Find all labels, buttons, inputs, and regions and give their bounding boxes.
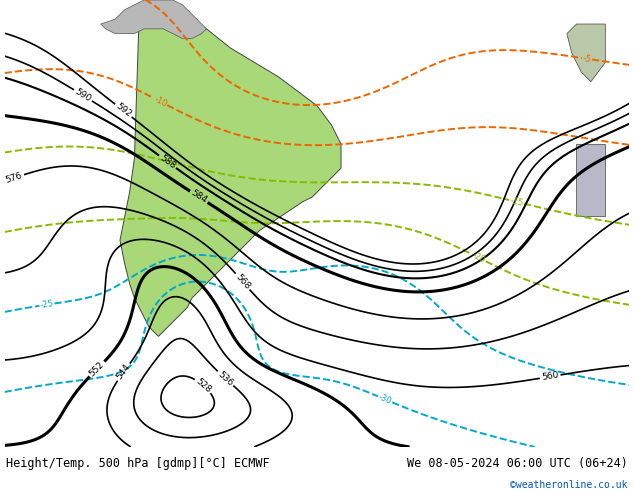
Polygon shape bbox=[576, 144, 605, 216]
Text: 536: 536 bbox=[216, 369, 235, 388]
Text: -5: -5 bbox=[582, 54, 592, 64]
Text: -25: -25 bbox=[39, 299, 55, 310]
Text: 560: 560 bbox=[541, 371, 559, 383]
Text: -30: -30 bbox=[377, 392, 393, 406]
Text: -10: -10 bbox=[152, 95, 169, 109]
Text: ©weatheronline.co.uk: ©weatheronline.co.uk bbox=[510, 480, 628, 490]
Text: -20: -20 bbox=[471, 251, 487, 265]
Text: 528: 528 bbox=[194, 377, 213, 394]
Polygon shape bbox=[567, 24, 605, 82]
Text: 584: 584 bbox=[189, 189, 209, 205]
Text: -15: -15 bbox=[509, 196, 524, 208]
Text: 590: 590 bbox=[74, 87, 93, 104]
Polygon shape bbox=[101, 0, 207, 38]
Text: 568: 568 bbox=[233, 272, 252, 291]
Text: 552: 552 bbox=[87, 360, 107, 378]
Text: 544: 544 bbox=[115, 363, 133, 382]
Text: 592: 592 bbox=[114, 102, 133, 120]
Text: We 08-05-2024 06:00 UTC (06+24): We 08-05-2024 06:00 UTC (06+24) bbox=[407, 457, 628, 470]
Polygon shape bbox=[120, 14, 341, 336]
Text: 576: 576 bbox=[4, 171, 23, 185]
Text: Height/Temp. 500 hPa [gdmp][°C] ECMWF: Height/Temp. 500 hPa [gdmp][°C] ECMWF bbox=[6, 457, 270, 470]
Text: 588: 588 bbox=[158, 153, 177, 171]
